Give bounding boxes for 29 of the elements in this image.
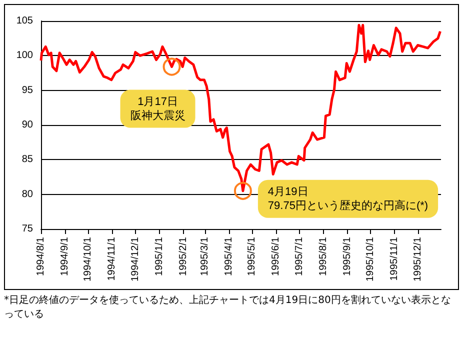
annotation: 79.75円という歴史的な円高に(*) [268, 198, 428, 212]
x-tick-label: 1995/8/1 [318, 236, 329, 276]
x-tick-label: 1995/12/1 [412, 236, 424, 282]
x-tick-label: 1994/11/1 [106, 236, 118, 281]
x-tick-label: 1995/6/1 [270, 236, 282, 276]
x-tick-label: 1995/3/1 [200, 236, 211, 276]
x-tick-label: 1995/10/1 [365, 236, 376, 282]
y-tick-label: 80 [22, 188, 34, 200]
x-tick-label: 1995/7/1 [294, 236, 305, 276]
annotation: 4月19日 [268, 186, 308, 198]
y-tick-label: 75 [22, 224, 34, 234]
y-tick-label: 85 [22, 154, 34, 166]
annotation: 1月17日 [138, 96, 178, 108]
y-tick-label: 105 [16, 16, 34, 26]
x-tick-label: 1995/5/1 [246, 236, 258, 276]
x-tick-label: 1995/11/1 [389, 236, 400, 281]
annotation: 阪神大震災 [130, 108, 186, 122]
x-tick-label: 1995/2/1 [178, 236, 189, 276]
y-tick-label: 95 [22, 84, 34, 96]
x-tick-label: 1995/4/1 [224, 236, 235, 276]
x-tick-label: 1994/8/1 [36, 236, 46, 276]
x-tick-label: 1994/10/1 [82, 236, 94, 282]
y-tick-label: 90 [22, 120, 34, 130]
x-tick-label: 1995/9/1 [342, 236, 353, 276]
y-tick-label: 100 [16, 50, 34, 62]
x-tick-label: 1994/9/1 [59, 236, 70, 276]
x-tick-label: 1995/1/1 [154, 236, 165, 276]
text: *日足の終値のデータを使っているため、上記チャートでは4月19日に80円を割れていない表示となっている [4, 294, 452, 322]
x-tick-label: 1994/12/1 [130, 236, 141, 282]
